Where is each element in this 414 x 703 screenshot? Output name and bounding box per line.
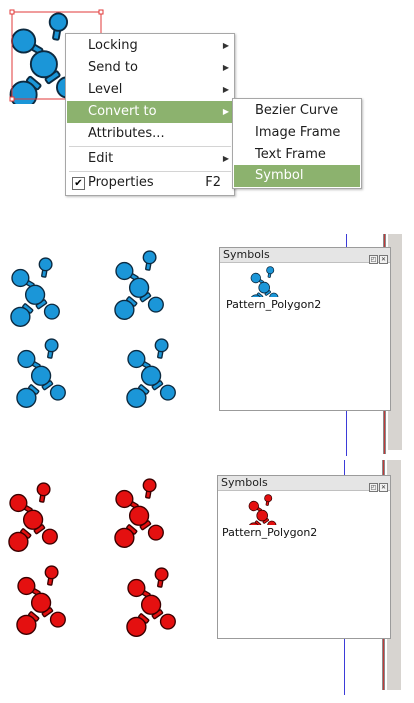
symbols-palette-blue: Symbols ◰ ✕ Pattern_Polygon2 [219,247,391,411]
menu-separator [69,146,231,147]
palette-title: Symbols [221,476,268,489]
submenu-item-text-frame[interactable]: Text Frame [234,144,360,166]
menu-item-label: Edit [88,151,114,166]
convert-to-submenu: Bezier Curve Image Frame Text Frame Symb… [232,98,362,189]
menu-item-send-to[interactable]: Send to ▶ [67,57,233,79]
menu-item-properties[interactable]: ✔ Properties F2 [67,172,233,194]
symbol-thumbnail[interactable] [250,265,280,297]
right-triangle-icon: ▶ [222,107,229,116]
right-triangle-icon: ▶ [222,85,229,94]
menu-item-label: Bezier Curve [255,103,339,118]
menu-item-label: Attributes... [88,126,165,141]
submenu-item-bezier-curve[interactable]: Bezier Curve [234,100,360,122]
symbol-name: Pattern_Polygon2 [226,298,322,311]
checkmark-icon: ✔ [72,177,85,190]
blue-molecule-1[interactable] [10,255,90,330]
blue-molecule-4[interactable] [126,336,206,411]
menu-item-label: Convert to [88,104,157,119]
right-triangle-icon: ▶ [222,63,229,72]
menu-item-label: Level [88,82,123,97]
menu-item-level[interactable]: Level ▶ [67,79,233,101]
right-triangle-icon: ▶ [222,154,229,163]
selection-handle [98,9,104,15]
red-molecule-4[interactable] [126,565,206,640]
context-menu: Locking ▶ Send to ▶ Level ▶ Convert to ▶… [65,33,235,196]
menu-item-label: Image Frame [255,125,341,140]
palette-title: Symbols [223,248,270,261]
symbol-thumbnail[interactable] [248,493,278,525]
menu-item-label: Send to [88,60,138,75]
selection-handle [9,96,15,102]
menu-item-label: Properties [88,175,154,190]
submenu-item-image-frame[interactable]: Image Frame [234,122,360,144]
submenu-item-symbol[interactable]: Symbol [234,165,360,187]
menu-item-shortcut: F2 [205,175,221,190]
menu-item-attributes[interactable]: Attributes... [67,123,233,145]
float-icon[interactable]: ◰ [369,255,378,264]
close-icon[interactable]: ✕ [379,483,388,492]
blue-molecule-2[interactable] [114,248,194,323]
red-molecule-1[interactable] [8,480,88,555]
symbols-palette-red: Symbols ◰ ✕ Pattern_Polygon2 [217,475,391,639]
menu-item-edit[interactable]: Edit ▶ [67,148,233,170]
palette-title-bar[interactable]: Symbols ◰ ✕ [220,248,390,264]
symbol-name: Pattern_Polygon2 [222,526,318,539]
scroll-gutter [388,234,402,450]
close-icon[interactable]: ✕ [379,255,388,264]
menu-item-label: Locking [88,38,138,53]
float-icon[interactable]: ◰ [369,483,378,492]
red-molecule-2[interactable] [114,476,194,551]
menu-item-label: Text Frame [255,147,326,162]
palette-title-bar[interactable]: Symbols ◰ ✕ [218,476,390,492]
right-triangle-icon: ▶ [222,41,229,50]
menu-item-locking[interactable]: Locking ▶ [67,35,233,57]
menu-separator [69,171,231,172]
menu-item-label: Symbol [255,168,304,183]
red-molecule-3[interactable] [16,563,96,638]
selection-handle [9,9,15,15]
menu-item-convert-to[interactable]: Convert to ▶ [67,101,233,123]
blue-molecule-3[interactable] [16,336,96,411]
